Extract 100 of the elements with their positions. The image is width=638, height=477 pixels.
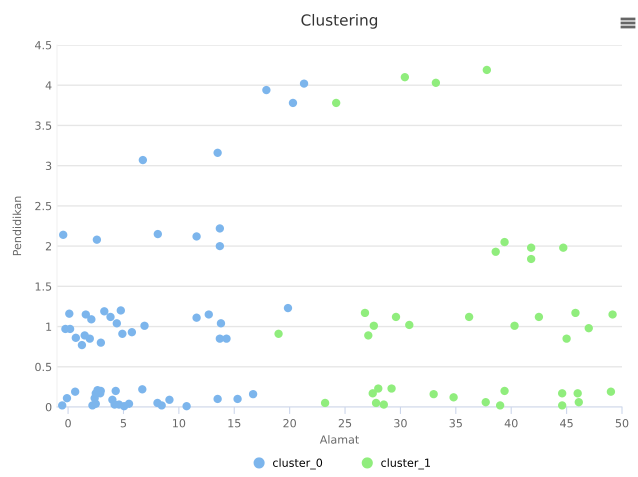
x-tick-label: 10: [173, 419, 186, 428]
point: [92, 236, 102, 244]
point: [140, 322, 149, 330]
point: [58, 401, 66, 410]
point: [216, 224, 224, 233]
point: [87, 315, 96, 324]
legend-label: cluster_0: [273, 458, 322, 470]
point: [138, 156, 148, 164]
point: [182, 402, 191, 410]
point: [216, 319, 226, 328]
point: [118, 330, 127, 338]
point: [584, 324, 593, 332]
point: [500, 238, 509, 246]
point: [78, 340, 86, 350]
point: [558, 401, 566, 410]
point: [154, 230, 162, 238]
point: [571, 308, 580, 318]
point: [274, 330, 283, 338]
y-tick-label: 1.5: [36, 282, 52, 291]
point: [100, 307, 108, 316]
x-tick-label: 0: [65, 419, 71, 428]
point: [449, 393, 458, 402]
point: [192, 314, 201, 322]
x-tick-label: 40: [504, 419, 518, 428]
point: [558, 389, 566, 398]
x-tick-label: 25: [338, 419, 352, 428]
point: [233, 394, 242, 404]
point: [65, 310, 74, 318]
point: [368, 389, 377, 398]
point: [59, 230, 68, 240]
y-axis-title: Pendidikan: [12, 196, 22, 256]
point: [71, 388, 80, 396]
point: [574, 389, 582, 398]
point: [496, 401, 504, 410]
point: [320, 398, 330, 408]
point: [374, 384, 382, 393]
point: [82, 310, 90, 319]
point: [106, 312, 115, 322]
x-tick-label: 5: [120, 419, 126, 428]
point: [158, 401, 166, 410]
point: [510, 322, 519, 330]
x-tick-label: 30: [394, 419, 407, 428]
x-tick-label: 15: [228, 419, 240, 428]
point: [364, 331, 372, 340]
point: [430, 390, 438, 398]
y-tick-label: 2: [46, 242, 52, 250]
point: [216, 242, 224, 250]
x-tick-label: 45: [560, 419, 573, 428]
point: [464, 312, 474, 322]
point: [262, 86, 271, 94]
point: [400, 73, 410, 82]
point: [526, 244, 536, 252]
point: [534, 312, 544, 322]
point: [138, 385, 146, 394]
y-tick-label: 3: [46, 162, 52, 170]
point: [288, 98, 298, 108]
y-tick-label: 3.5: [35, 121, 52, 130]
point: [86, 334, 94, 343]
point: [606, 388, 616, 396]
point: [213, 394, 222, 404]
y-tick-label: 2.5: [35, 202, 52, 210]
point: [526, 254, 536, 264]
point: [62, 394, 72, 402]
point: [300, 79, 308, 88]
point: [165, 396, 174, 404]
point: [372, 398, 380, 408]
point: [332, 98, 340, 108]
point: [392, 312, 400, 322]
point: [213, 148, 222, 157]
point: [72, 334, 80, 342]
y-tick-label: 4.5: [35, 41, 52, 50]
point: [562, 334, 571, 343]
point: [360, 308, 370, 318]
point: [482, 398, 490, 406]
point: [222, 334, 231, 343]
point: [574, 398, 583, 406]
legend-label: cluster_1: [381, 458, 430, 470]
point: [204, 310, 213, 319]
y-tick-label: 0.5: [35, 362, 52, 372]
x-tick-label: 20: [283, 419, 296, 428]
point: [387, 384, 396, 393]
point: [128, 328, 136, 336]
point: [116, 306, 125, 315]
point: [559, 244, 568, 252]
y-tick-label: 0: [46, 402, 52, 412]
point: [608, 310, 617, 319]
x-tick-label: 35: [450, 419, 462, 428]
point: [482, 66, 492, 74]
point: [380, 400, 388, 409]
point: [405, 320, 414, 330]
point: [432, 78, 440, 87]
point: [370, 322, 378, 330]
point: [284, 304, 292, 312]
point: [192, 232, 201, 241]
point: [500, 386, 509, 396]
point: [112, 319, 121, 328]
point: [248, 390, 258, 398]
y-tick-label: 4: [46, 81, 52, 90]
x-tick-label: 50: [616, 419, 628, 428]
point: [112, 386, 120, 396]
